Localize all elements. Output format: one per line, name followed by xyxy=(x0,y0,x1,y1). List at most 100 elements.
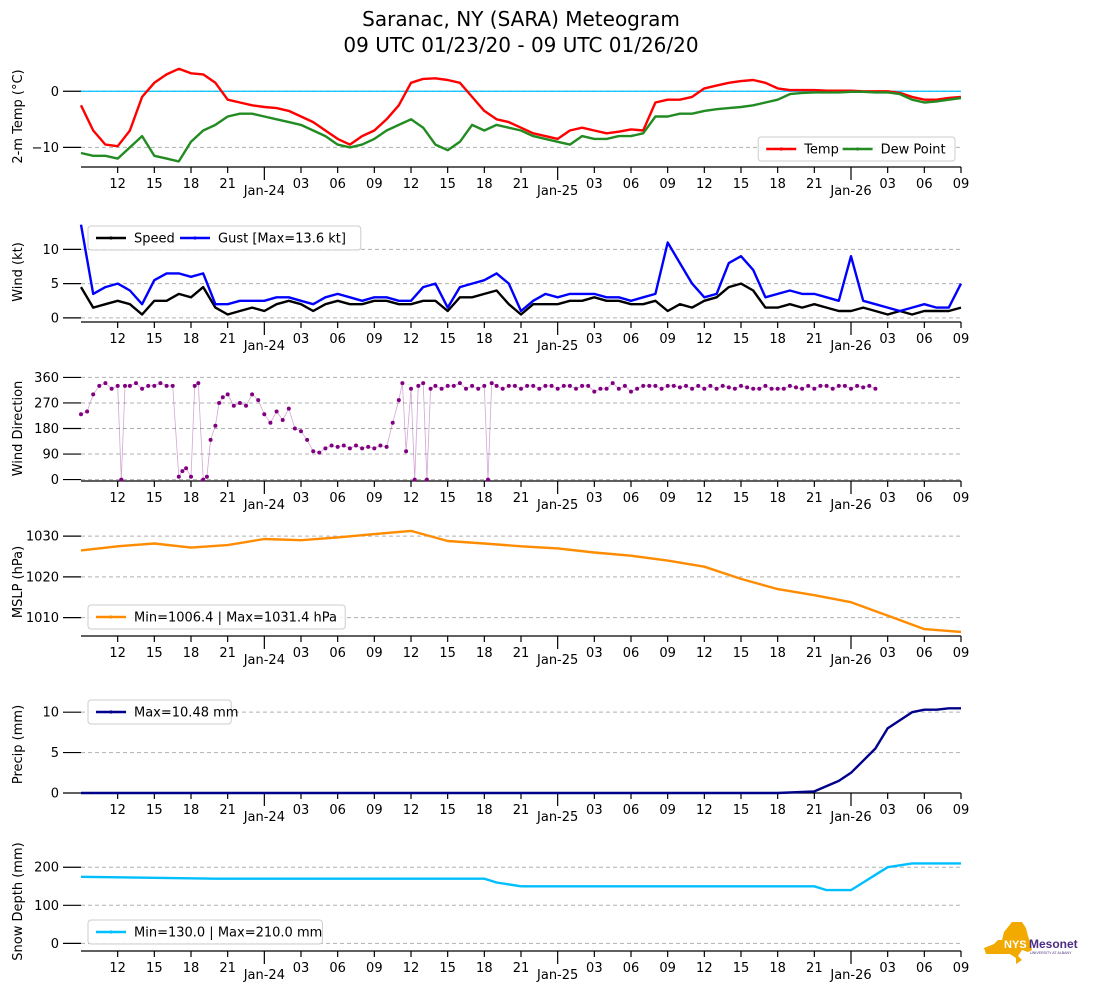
wind-direction-point xyxy=(830,386,835,391)
x-tick-label: 09 xyxy=(366,646,383,661)
wind-direction-point xyxy=(329,443,334,448)
x-tick-label: 18 xyxy=(476,646,493,661)
panel-wind: 0 5 10 Wind (kt) 12 15 18 21 Jan-24 03 06 09 12 15 18 2… xyxy=(11,224,969,354)
x-tick-label: 15 xyxy=(733,332,750,347)
x-tick-label: 18 xyxy=(183,803,200,818)
x-tick-label: 12 xyxy=(109,646,126,661)
series-line-speed xyxy=(79,282,962,316)
wind-direction-point xyxy=(231,403,236,408)
day-label: Jan-24 xyxy=(243,339,285,354)
x-tick-label: 21 xyxy=(806,803,823,818)
logo-brand-text: Mesonet xyxy=(1029,937,1078,951)
wind-direction-point xyxy=(561,383,566,388)
x-tick-label: 03 xyxy=(293,332,310,347)
wind-direction-point xyxy=(217,401,222,405)
wind-direction-point xyxy=(512,383,517,388)
logo-nys-text: NYS xyxy=(1004,939,1027,951)
day-label: Jan-25 xyxy=(536,968,578,983)
wind-direction-point xyxy=(665,383,670,388)
x-tick-label: 12 xyxy=(696,332,713,347)
x-tick-label: 21 xyxy=(513,491,530,506)
wind-direction-point xyxy=(123,383,127,388)
day-label: Jan-24 xyxy=(243,968,285,983)
wind-direction-point xyxy=(424,477,429,482)
nys-state-shape-icon xyxy=(984,922,1032,964)
wind-direction-point xyxy=(152,383,157,388)
x-tick-label: 09 xyxy=(953,491,970,506)
x-tick-label: 21 xyxy=(806,491,823,506)
wind-direction-point xyxy=(109,386,114,391)
x-tick-label: 12 xyxy=(109,803,126,818)
wind-direction-point xyxy=(262,412,267,417)
wind-direction-point xyxy=(341,443,346,448)
x-tick-label: 18 xyxy=(769,803,786,818)
y-tick-label: 200 xyxy=(34,861,59,876)
x-tick-label: 18 xyxy=(769,491,786,506)
wind-direction-point xyxy=(164,383,169,388)
x-tick-label: 12 xyxy=(696,177,713,192)
wind-direction-point xyxy=(745,385,750,390)
wind-direction-point xyxy=(610,381,615,386)
x-tick-label: 18 xyxy=(183,177,200,192)
wind-direction-point xyxy=(794,385,798,390)
wind-direction-point xyxy=(268,420,273,425)
x-tick-label: 12 xyxy=(403,646,420,661)
y-tick-label: 360 xyxy=(34,371,59,386)
x-tick-label: 18 xyxy=(183,491,200,506)
legend-label: Dew Point xyxy=(881,143,946,158)
wind-direction-point xyxy=(800,386,805,391)
title-line-2: 09 UTC 01/23/20 - 09 UTC 01/26/20 xyxy=(343,33,699,57)
wind-direction-point xyxy=(690,386,695,391)
x-tick-label: 09 xyxy=(953,646,970,661)
x-tick-label: 12 xyxy=(403,961,420,976)
y-tick-label: 90 xyxy=(42,448,59,463)
y-axis-label: Wind (kt) xyxy=(11,242,26,302)
x-tick-label: 03 xyxy=(293,803,310,818)
wind-direction-point xyxy=(79,412,83,417)
x-tick-label: 18 xyxy=(476,177,493,192)
x-tick-label: 03 xyxy=(586,491,603,506)
wind-direction-point xyxy=(873,386,878,391)
legend-marker xyxy=(109,236,113,240)
day-label: Jan-25 xyxy=(536,339,578,354)
series-line-dew-point xyxy=(80,90,962,163)
series-line-gust-max-13-6-kt xyxy=(79,224,963,313)
y-tick-label: 5 xyxy=(51,746,59,761)
x-tick-label: 06 xyxy=(623,646,640,661)
x-tick-label: 18 xyxy=(183,961,200,976)
legend-box xyxy=(87,919,323,945)
x-tick-label: 03 xyxy=(879,961,896,976)
x-tick-label: 18 xyxy=(769,961,786,976)
y-tick-label: 1030 xyxy=(26,530,59,545)
wind-direction-point xyxy=(360,446,365,451)
wind-direction-point xyxy=(421,381,426,386)
wind-direction-point xyxy=(714,386,719,391)
x-tick-label: 15 xyxy=(439,803,456,818)
x-tick-label: 06 xyxy=(916,177,933,192)
wind-direction-point xyxy=(97,383,102,388)
wind-direction-point xyxy=(726,385,731,390)
x-tick-label: 12 xyxy=(403,803,420,818)
legend-label: Gust [Max=13.6 kt] xyxy=(218,232,346,247)
x-tick-label: 09 xyxy=(366,961,383,976)
wind-direction-point xyxy=(85,409,90,414)
wind-direction-point xyxy=(818,383,823,388)
y-tick-label: 100 xyxy=(34,899,59,914)
wind-direction-point xyxy=(855,383,860,388)
wind-direction-point xyxy=(531,383,536,388)
x-tick-label: 09 xyxy=(659,491,676,506)
wind-direction-point xyxy=(537,386,542,391)
wind-direction-point xyxy=(806,383,811,388)
legend-label: Temp xyxy=(803,143,839,158)
legend-marker xyxy=(779,147,783,151)
x-tick-label: 12 xyxy=(696,961,713,976)
wind-direction-point xyxy=(119,477,124,482)
x-tick-label: 15 xyxy=(733,961,750,976)
wind-direction-point xyxy=(372,446,377,451)
y-axis-label: 2-m Temp (°C) xyxy=(11,69,26,163)
x-tick-label: 09 xyxy=(953,803,970,818)
y-tick-label: 5 xyxy=(51,277,59,292)
x-tick-label: 03 xyxy=(586,332,603,347)
x-tick-label: 15 xyxy=(146,332,163,347)
y-tick-label: 1020 xyxy=(26,570,59,585)
